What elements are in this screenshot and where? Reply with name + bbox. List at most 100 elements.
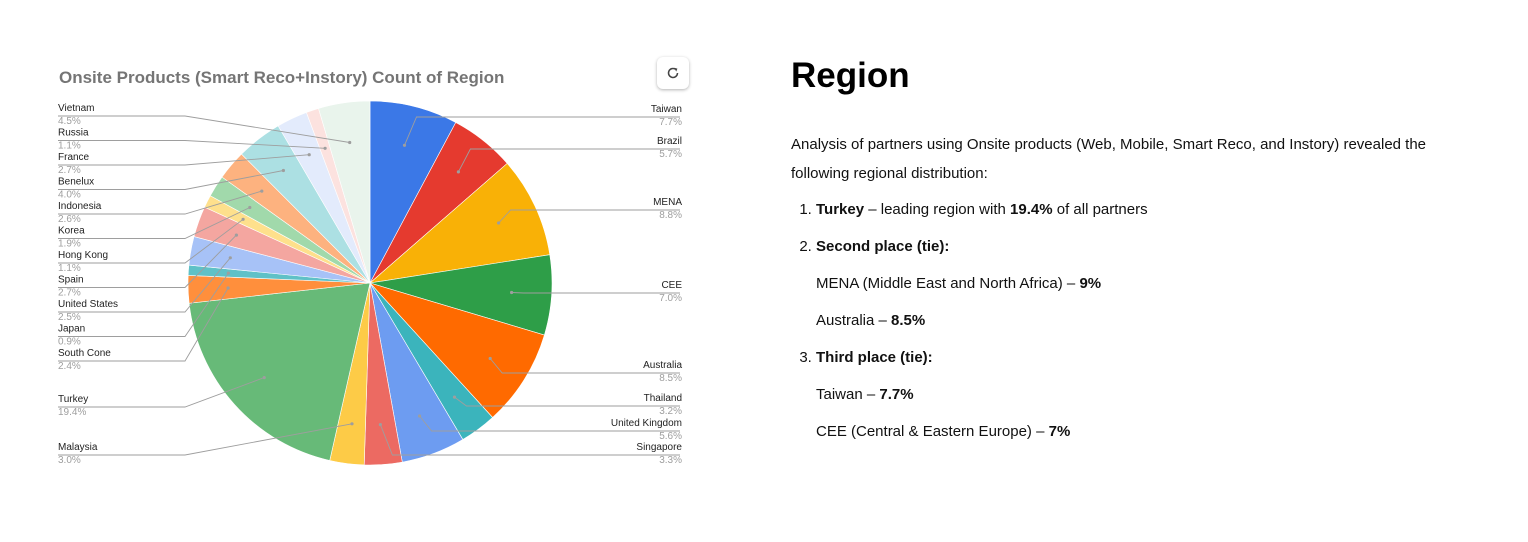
leader-line <box>454 396 680 407</box>
slice-label: Russia <box>58 128 89 139</box>
sub-item-value: 7.7% <box>879 386 914 403</box>
slice-label: Brazil <box>657 136 682 147</box>
item-value: 19.4% <box>1010 201 1053 218</box>
slice-label: Benelux <box>58 177 94 188</box>
leader-dot <box>226 271 230 275</box>
leader-dot <box>248 205 252 210</box>
slice-label: CEE <box>661 280 682 291</box>
leader-lines <box>58 115 680 456</box>
slice-label: France <box>58 152 90 163</box>
leader-line <box>58 218 244 264</box>
pie-slices <box>187 100 553 466</box>
slice-label: Taiwan <box>651 104 682 115</box>
slice-percent-label: 2.5% <box>58 312 81 323</box>
slice-percent-label: 4.5% <box>58 116 81 127</box>
sub-item: Taiwan – 7.7% <box>816 385 1471 405</box>
item-region: Turkey <box>816 201 865 218</box>
leader-dot <box>226 286 230 290</box>
leader-line <box>379 424 680 456</box>
pie-slice-turkey[interactable] <box>188 282 371 461</box>
leader-line <box>58 207 250 239</box>
list-item: Second place (tie): MENA (Middle East an… <box>816 237 1471 331</box>
slice-labels: Taiwan 7.7% Brazil 5.7% MENA 8.8% CEE 7.0% Austr… <box>58 103 682 466</box>
slice-percent-label: 2.6% <box>58 214 81 225</box>
slice-label: Thailand <box>644 393 682 404</box>
leader-line <box>58 234 237 288</box>
pie-slice-mena[interactable] <box>369 162 551 284</box>
leader-dot <box>323 146 327 150</box>
sub-item-text: Australia – <box>816 312 892 329</box>
item-title: Second place (tie): <box>816 238 950 255</box>
slice-label: MENA <box>653 197 682 208</box>
leader-dot <box>378 423 382 427</box>
leader-dot <box>402 143 407 147</box>
leader-line <box>58 140 326 149</box>
leader-dot <box>510 290 514 295</box>
list-item: Third place (tie): Taiwan – 7.7% CEE (Ce… <box>816 348 1471 442</box>
leader-dot <box>452 395 457 399</box>
leader-dot <box>350 422 354 426</box>
leader-line <box>58 287 229 362</box>
item-title: Third place (tie): <box>816 349 933 366</box>
slice-label: Australia <box>643 360 682 371</box>
slice-percent-label: 2.4% <box>58 361 81 372</box>
slice-label: Turkey <box>58 394 88 405</box>
slice-percent-label: 7.7% <box>659 117 682 128</box>
sub-item-value: 7% <box>1048 423 1071 440</box>
slice-percent-label: 1.9% <box>58 239 81 250</box>
slice-percent-label: 1.1% <box>58 141 81 152</box>
leader-dot <box>456 170 460 174</box>
leader-line <box>58 377 265 408</box>
refresh-icon <box>667 67 679 79</box>
sub-item: Australia – 8.5% <box>816 311 1471 331</box>
slice-percent-label: 8.5% <box>659 373 682 384</box>
chart-card: Taiwan 7.7% Brazil 5.7% MENA 8.8% CEE 7.0% Austr… <box>40 50 710 480</box>
leader-line <box>58 115 350 143</box>
slice-percent-label: 5.6% <box>659 431 682 442</box>
slice-percent-label: 8.8% <box>659 210 682 221</box>
leader-line <box>489 358 680 374</box>
slice-label: United Kingdom <box>611 418 682 429</box>
leader-line <box>58 272 229 337</box>
leader-dot <box>281 168 285 173</box>
sub-item-text: CEE (Central & Eastern Europe) – <box>816 423 1049 440</box>
leader-line <box>404 116 680 146</box>
leader-dot <box>497 221 501 225</box>
page-title: Region <box>791 56 910 95</box>
leader-line <box>58 257 231 313</box>
sub-item-value: 8.5% <box>891 312 926 329</box>
pie-chart: Taiwan 7.7% Brazil 5.7% MENA 8.8% CEE 7.0% Austr… <box>58 100 682 466</box>
sub-item: MENA (Middle East and North Africa) – 9% <box>816 274 1471 294</box>
slice-percent-label: 2.7% <box>58 288 81 299</box>
slice-percent-label: 1.1% <box>58 263 81 274</box>
slice-percent-label: 3.0% <box>58 455 81 466</box>
slice-percent-label: 3.3% <box>659 455 682 466</box>
pie-slice-vietnam[interactable] <box>318 100 371 284</box>
slice-label: South Cone <box>58 348 111 359</box>
slice-percent-label: 5.7% <box>659 149 682 160</box>
slice-label: Vietnam <box>58 103 95 114</box>
leader-dot <box>241 217 245 221</box>
sub-item-value: 9% <box>1079 275 1102 292</box>
leader-dot <box>228 256 232 260</box>
leader-dot <box>307 153 311 157</box>
leader-line <box>58 154 310 166</box>
refresh-button[interactable] <box>657 57 689 89</box>
leader-line <box>58 423 353 456</box>
leader-line <box>511 292 680 294</box>
item-text: – leading region with <box>864 201 1011 218</box>
slice-percent-label: 2.7% <box>58 165 81 176</box>
slice-label: Singapore <box>636 442 682 453</box>
slice-label: Spain <box>58 275 84 286</box>
slice-label: Indonesia <box>58 201 102 212</box>
pie-slice-australia[interactable] <box>369 282 545 418</box>
slice-label: United States <box>58 299 118 310</box>
slice-percent-label: 3.2% <box>659 406 682 417</box>
leader-dot <box>348 140 352 145</box>
slice-label: Hong Kong <box>58 250 108 261</box>
chart-title: Onsite Products (Smart Reco+Instory) Cou… <box>59 68 505 87</box>
slice-percent-label: 19.4% <box>58 407 86 418</box>
article: Region Analysis of partners using Onsite… <box>791 56 1471 459</box>
leader-dot <box>262 376 266 380</box>
sub-item-text: MENA (Middle East and North Africa) – <box>816 275 1080 292</box>
